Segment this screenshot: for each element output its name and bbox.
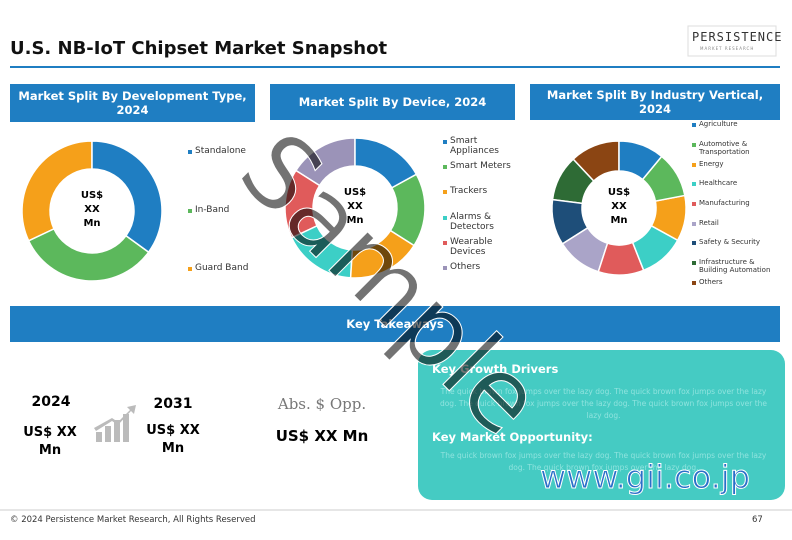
legend-label: Smart Meters — [450, 161, 511, 172]
legend-swatch — [692, 222, 696, 226]
chart-header: Market Split By Industry Vertical, 2024 — [530, 84, 780, 120]
legend-swatch — [692, 281, 696, 285]
donut-segment — [27, 227, 150, 282]
legend-label: Manufacturing — [699, 199, 750, 208]
legend-swatch — [692, 261, 696, 265]
takeaways-title: Key Takeaways — [10, 306, 780, 342]
legend-label: Retail — [699, 219, 719, 228]
legend-swatch — [443, 241, 447, 245]
legend-swatch — [692, 182, 696, 186]
donut-segment — [561, 226, 609, 273]
growth-icon — [94, 405, 136, 442]
chart-header: Market Split By Device, 2024 — [270, 84, 515, 120]
legend-label: Wearable Devices — [450, 237, 493, 258]
legend-label: Smart Appliances — [450, 136, 499, 157]
opp-value: US$ XX Mn — [275, 427, 369, 445]
donut-segment — [349, 229, 416, 279]
opp-label: Abs. $ Opp. — [277, 395, 367, 413]
legend-swatch — [443, 216, 447, 220]
watermark-site: www.gii.co.jp — [540, 458, 751, 497]
legend-swatch — [188, 267, 192, 271]
legend-swatch — [692, 123, 696, 127]
donut-segment — [21, 140, 93, 242]
year-start: 2024 — [31, 394, 71, 410]
opportunity-text: The quick brown fox jumps over the lazy … — [440, 451, 767, 472]
legend-swatch — [692, 143, 696, 147]
value-end: US$ XX Mn — [146, 423, 200, 457]
donut-center-label: US$ XX Mn — [343, 187, 367, 226]
footer-page: 67 — [752, 515, 763, 525]
legend-swatch — [188, 209, 192, 213]
opportunity-title: Key Market Opportunity: — [432, 430, 593, 444]
donut-segment — [290, 224, 354, 279]
year-end: 2031 — [153, 396, 193, 412]
value-start: US$ XX Mn — [23, 425, 77, 459]
legend-label: In-Band — [195, 205, 230, 216]
donut-segment — [618, 140, 663, 181]
logo-tagline: MARKET RESEARCH — [700, 46, 755, 51]
legend-swatch — [443, 165, 447, 169]
legend-label: Standalone — [195, 146, 246, 157]
legend-label: Others — [450, 262, 481, 273]
drivers-title: Key Growth Drivers — [432, 362, 559, 376]
drivers-text: The quick brown fox jumps over the lazy … — [439, 387, 768, 420]
donut-segment — [551, 158, 595, 205]
legend-label: Automotive & Transportation — [699, 140, 750, 157]
donut-segment — [597, 241, 645, 276]
donut-segment — [354, 137, 418, 189]
legend-label: Guard Band — [195, 263, 249, 274]
donut-segment — [631, 224, 679, 272]
legend-label: Trackers — [450, 186, 488, 197]
legend-label: Alarms & Detectors — [450, 212, 494, 233]
logo-box — [687, 25, 777, 57]
logo-name: PERSISTENCE — [692, 30, 783, 44]
legend-label: Safety & Security — [699, 238, 761, 247]
donut-segment — [91, 140, 163, 254]
donut-segment — [389, 173, 426, 247]
legend-swatch — [443, 140, 447, 144]
legend-label: Energy — [699, 160, 724, 169]
legend-swatch — [692, 241, 696, 245]
donut-segment — [284, 169, 321, 239]
legend-swatch — [443, 266, 447, 270]
donut-segment — [650, 194, 687, 242]
legend-swatch — [692, 202, 696, 206]
legend-label: Healthcare — [699, 179, 738, 188]
title: U.S. NB-IoT Chipset Market Snapshot — [10, 38, 388, 59]
legend-swatch — [188, 150, 192, 154]
legend-label: Agriculture — [699, 120, 738, 129]
chart-header: Market Split By Development Type, 2024 — [10, 84, 255, 122]
footer-copyright: © 2024 Persistence Market Research, All … — [10, 515, 256, 525]
donut-center-label: US$ XX Mn — [80, 190, 104, 229]
legend-swatch — [692, 163, 696, 167]
donut-center-label: US$ XX Mn — [607, 187, 631, 226]
legend-swatch — [443, 190, 447, 194]
insight-box — [418, 350, 785, 500]
legend-label: Others — [699, 278, 723, 287]
legend-label: Infrastructure & Building Automation — [699, 258, 771, 275]
